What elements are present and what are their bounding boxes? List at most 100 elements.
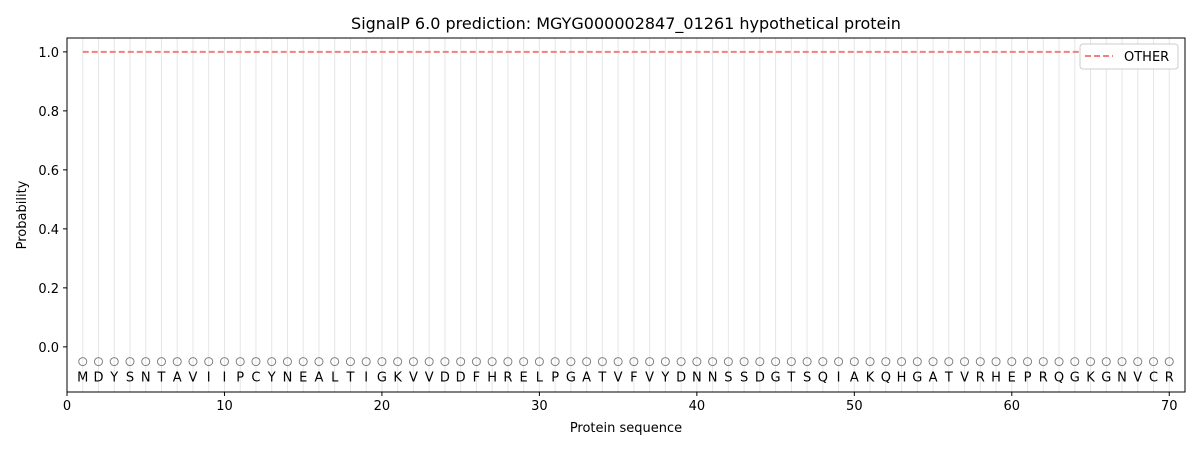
residue-label: D	[456, 370, 466, 385]
label-marker-O	[771, 357, 781, 367]
residue-label: Q	[1054, 370, 1064, 385]
label-marker-O	[204, 357, 214, 367]
residue-label: P	[551, 370, 559, 385]
y-tick-label: 0.0	[38, 341, 59, 356]
residue-label: Y	[660, 370, 669, 385]
label-marker-O	[282, 357, 292, 367]
plot-frame	[66, 37, 1186, 393]
residue-label: K	[393, 370, 402, 385]
label-marker-O	[566, 357, 576, 367]
residue-label: E	[1008, 370, 1016, 385]
label-marker-O	[519, 357, 529, 367]
x-tick-label: 50	[846, 399, 863, 414]
residue-label: T	[157, 370, 166, 385]
x-tick-label: 0	[63, 399, 71, 414]
label-marker-O	[660, 357, 670, 367]
label-marker-O	[597, 357, 607, 367]
residue-label: N	[1117, 370, 1127, 385]
label-marker-O	[267, 357, 277, 367]
x-axis-label: Protein sequence	[570, 421, 682, 436]
y-tick-label: 0.6	[38, 164, 59, 179]
residue-label: G	[377, 370, 387, 385]
label-marker-O	[613, 357, 623, 367]
label-marker-O	[1164, 357, 1174, 367]
x-tick-label: 40	[689, 399, 706, 414]
label-marker-O	[393, 357, 403, 367]
label-marker-O	[928, 357, 938, 367]
legend-label-other: OTHER	[1124, 50, 1169, 65]
label-marker-O	[298, 357, 308, 367]
residue-label: G	[912, 370, 922, 385]
label-marker-O	[739, 357, 749, 367]
residue-label: Q	[881, 370, 891, 385]
residue-label: C	[251, 370, 260, 385]
label-marker-O	[534, 357, 544, 367]
label-marker-O	[881, 357, 891, 367]
label-marker-O	[471, 357, 481, 367]
label-marker-O	[188, 357, 198, 367]
label-marker-O	[1101, 357, 1111, 367]
residue-label: T	[944, 370, 953, 385]
residue-label: H	[897, 370, 907, 385]
label-marker-O	[141, 357, 151, 367]
label-marker-O	[912, 357, 922, 367]
residue-label: K	[866, 370, 875, 385]
label-marker-O	[251, 357, 261, 367]
label-marker-O	[692, 357, 702, 367]
residue-label: D	[755, 370, 765, 385]
label-marker-O	[156, 357, 166, 367]
residue-label: V	[614, 370, 623, 385]
label-marker-O	[786, 357, 796, 367]
y-axis-label: Probability	[15, 180, 30, 249]
label-marker-O	[802, 357, 812, 367]
residue-label: H	[991, 370, 1001, 385]
residue-label: P	[236, 370, 244, 385]
residue-label: D	[676, 370, 686, 385]
label-marker-O	[125, 357, 135, 367]
residue-label: V	[1133, 370, 1142, 385]
label-marker-O	[944, 357, 954, 367]
residue-label: T	[786, 370, 795, 385]
residue-label: A	[173, 370, 182, 385]
residue-label: G	[1070, 370, 1080, 385]
label-marker-O	[345, 357, 355, 367]
residue-label: S	[724, 370, 732, 385]
residue-label: T	[345, 370, 354, 385]
residue-label: M	[77, 370, 88, 385]
residue-label: V	[645, 370, 654, 385]
x-tick-label: 10	[216, 399, 233, 414]
residue-label: F	[473, 370, 480, 385]
label-marker-O	[314, 357, 324, 367]
label-marker-O	[818, 357, 828, 367]
residue-label: R	[976, 370, 985, 385]
residue-label: L	[536, 370, 544, 385]
label-marker-O	[897, 357, 907, 367]
label-marker-O	[708, 357, 718, 367]
y-tick-label: 1.0	[38, 46, 59, 61]
residue-label: V	[189, 370, 198, 385]
residue-label: G	[771, 370, 781, 385]
residue-label: V	[425, 370, 434, 385]
residue-label: A	[850, 370, 859, 385]
label-marker-O	[1070, 357, 1080, 367]
residue-label: V	[409, 370, 418, 385]
label-marker-O	[1007, 357, 1017, 367]
label-marker-O	[408, 357, 418, 367]
label-marker-O	[755, 357, 765, 367]
residue-label: T	[597, 370, 606, 385]
label-marker-O	[235, 357, 245, 367]
label-marker-O	[991, 357, 1001, 367]
residue-label: R	[1039, 370, 1048, 385]
residue-label: N	[283, 370, 293, 385]
residue-label: E	[520, 370, 528, 385]
residue-label: N	[692, 370, 702, 385]
label-marker-O	[78, 357, 88, 367]
residue-label: S	[740, 370, 748, 385]
label-marker-O	[503, 357, 513, 367]
label-marker-O	[456, 357, 466, 367]
residue-label: A	[582, 370, 591, 385]
residue-label: N	[708, 370, 718, 385]
residue-label: I	[207, 370, 211, 385]
